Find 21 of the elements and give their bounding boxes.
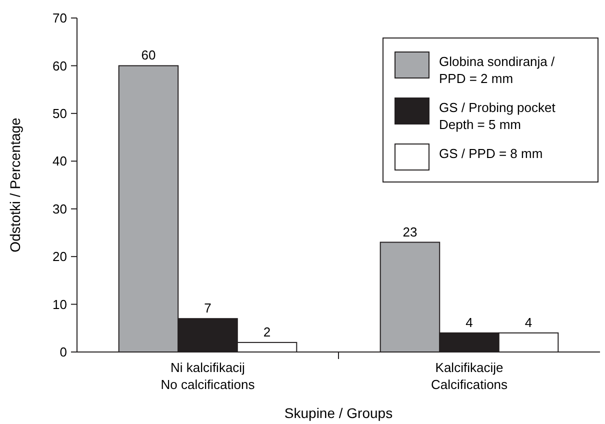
y-tick-label: 30 (52, 201, 67, 216)
x-tick-label: Kalcifikacije Calcifications (430, 360, 508, 392)
data-label: 2 (263, 324, 271, 340)
y-axis-title: Odstotki / Percentage (7, 117, 23, 252)
y-tick-label: 60 (52, 58, 67, 74)
x-axis-title: Skupine / Groups (284, 405, 393, 421)
y-tick-label: 70 (52, 10, 67, 26)
data-label: 4 (466, 314, 473, 330)
legend-label: Globina sondiranja / PPD = 2 mm (439, 54, 556, 86)
data-label: 60 (141, 48, 156, 63)
y-tick-label: 0 (60, 344, 67, 360)
x-tick-label: Ni kalcifikacij No calcifications (160, 360, 256, 392)
legend-label: GS / PPD = 8 mm (439, 146, 543, 161)
data-label: 4 (524, 314, 532, 330)
legend-label: GS / Probing pocket Depth = 5 mm (439, 100, 556, 132)
data-label: 23 (402, 224, 418, 240)
y-tick-label: 20 (52, 249, 67, 264)
y-tick-label: 10 (52, 296, 67, 312)
data-label: 7 (204, 300, 212, 316)
y-tick-label: 40 (52, 154, 67, 169)
y-tick-label: 50 (52, 106, 67, 121)
